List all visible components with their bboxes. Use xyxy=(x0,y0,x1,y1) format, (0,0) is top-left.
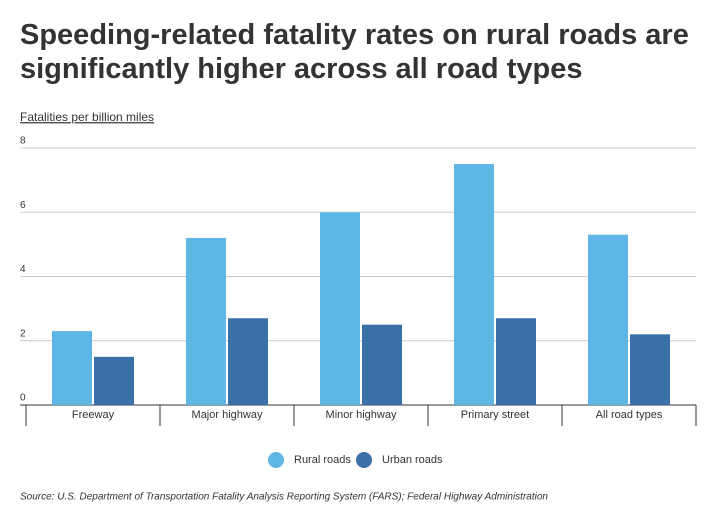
bar xyxy=(454,164,494,405)
bar xyxy=(228,318,268,405)
y-tick-label: 6 xyxy=(20,200,26,211)
y-tick-label: 4 xyxy=(20,264,26,275)
bar xyxy=(588,234,628,405)
legend-label: Urban roads xyxy=(382,454,443,466)
x-tick-label: Freeway xyxy=(72,409,115,421)
bar xyxy=(52,331,92,405)
y-tick-label: 2 xyxy=(20,328,26,339)
legend-marker xyxy=(356,452,372,468)
source: Source: U.S. Department of Transportatio… xyxy=(20,492,548,503)
x-tick-label: Major highway xyxy=(192,409,263,421)
bar xyxy=(362,324,402,405)
bar xyxy=(320,212,360,405)
y-tick-label: 0 xyxy=(20,393,26,404)
x-tick-label: Primary street xyxy=(461,409,529,421)
x-tick-label: All road types xyxy=(596,409,663,421)
bar xyxy=(94,356,134,405)
chart-title: Speeding-related fatality rates on rural… xyxy=(20,19,689,85)
bar xyxy=(630,334,670,405)
x-tick-label: Minor highway xyxy=(326,409,397,421)
y-tick-label: 8 xyxy=(20,136,26,147)
bar xyxy=(496,318,536,405)
legend-marker xyxy=(268,452,284,468)
bar xyxy=(186,237,226,405)
legend-label: Rural roads xyxy=(294,454,351,466)
y-axis-label: Fatalities per billion miles xyxy=(20,110,154,124)
